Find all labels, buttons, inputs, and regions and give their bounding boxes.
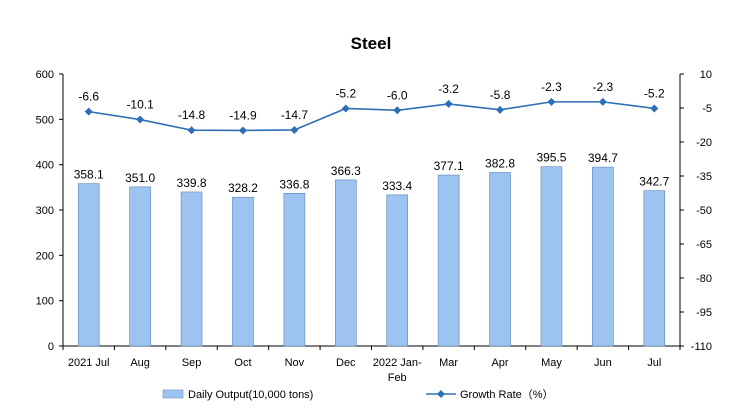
left-tick-label: 200 <box>36 250 54 262</box>
growth-rate-label: -3.2 <box>438 82 459 96</box>
right-tick-label: -65 <box>696 239 712 251</box>
growth-rate-label: -6.6 <box>78 90 99 104</box>
legend-swatch-daily-output <box>162 389 184 399</box>
right-tick-label: -80 <box>696 273 712 285</box>
daily-output-bar <box>129 186 151 347</box>
x-tick-label: Jul <box>647 357 661 369</box>
growth-rate-label: -14.7 <box>281 108 309 122</box>
growth-rate-marker <box>444 99 453 108</box>
daily-output-label: 328.2 <box>228 181 258 195</box>
legend-marker-growth-rate <box>437 390 445 398</box>
daily-output-bar <box>592 166 614 347</box>
daily-output-label: 342.7 <box>639 175 669 189</box>
daily-output-label: 377.1 <box>434 159 464 173</box>
growth-rate-marker <box>496 105 505 114</box>
x-tick-label: Sep <box>182 357 202 369</box>
daily-output-label: 366.3 <box>331 164 361 178</box>
x-tick-label: Mar <box>439 357 458 369</box>
growth-rate-label: -5.8 <box>490 88 511 102</box>
growth-rate-label: -2.3 <box>541 80 562 94</box>
daily-output-bar <box>283 193 306 347</box>
daily-output-label: 339.8 <box>177 176 207 190</box>
daily-output-bar <box>540 166 563 347</box>
growth-rate-line <box>88 101 655 132</box>
daily-output-label: 395.5 <box>536 151 566 165</box>
growth-rate-label: -5.2 <box>335 86 356 100</box>
growth-rate-marker <box>650 104 659 113</box>
right-tick-label: -110 <box>691 341 712 353</box>
daily-output-bar <box>232 196 254 347</box>
left-tick-label: 400 <box>36 160 54 172</box>
daily-output-bar <box>489 172 511 347</box>
growth-rate-marker <box>290 125 299 134</box>
growth-rate-label: -14.8 <box>178 108 206 122</box>
bar-series <box>77 166 666 347</box>
daily-output-bar <box>643 190 666 347</box>
x-tick-label: Apr <box>491 357 508 369</box>
x-tick-label: 2021 Jul <box>68 357 110 369</box>
daily-output-bar <box>180 191 203 347</box>
legend: Daily Output(10,000 tons) Growth Rate（%） <box>162 388 554 401</box>
growth-rate-label: -6.0 <box>387 88 408 102</box>
x-tick-label: Oct <box>234 357 251 369</box>
growth-rate-marker <box>598 97 607 106</box>
x-tick-label: Nov <box>285 357 305 369</box>
legend-label-growth-rate: Growth Rate（%） <box>460 388 554 401</box>
chart-title: Steel <box>351 34 392 53</box>
right-tick-label: -5 <box>702 103 712 115</box>
x-tick-label: Feb <box>388 372 407 384</box>
x-tick-label: Aug <box>130 357 150 369</box>
daily-output-label: 336.8 <box>279 177 309 191</box>
growth-rate-marker <box>393 106 402 115</box>
right-tick-label: 10 <box>700 69 712 81</box>
daily-output-bar <box>437 174 460 347</box>
daily-output-bar <box>334 179 357 347</box>
daily-output-label: 333.4 <box>382 179 412 193</box>
left-tick-label: 0 <box>48 341 54 353</box>
x-tick-label: Jun <box>594 357 612 369</box>
growth-rate-marker <box>84 107 93 116</box>
right-tick-label: -20 <box>696 137 712 149</box>
left-tick-label: 500 <box>36 114 54 126</box>
data-labels: 358.1 351.0 339.8 328.2 336.8 366.3 333.4 377.1… <box>74 80 670 195</box>
growth-rate-label: -5.2 <box>644 86 665 100</box>
left-tick-label: 600 <box>36 69 54 81</box>
growth-rate-label: -14.9 <box>229 108 257 122</box>
daily-output-bar <box>77 183 100 347</box>
right-tick-label: -50 <box>696 205 712 217</box>
growth-rate-marker <box>341 104 350 113</box>
left-tick-label: 100 <box>36 296 54 308</box>
growth-rate-marker <box>136 115 145 124</box>
x-tick-label: 2022 Jan- <box>373 357 422 369</box>
daily-output-label: 351.0 <box>125 171 155 185</box>
growth-rate-marker <box>238 126 247 135</box>
left-tick-label: 300 <box>36 205 54 217</box>
growth-rate-label: -2.3 <box>593 80 614 94</box>
right-tick-label: -35 <box>696 171 712 183</box>
growth-rate-label: -10.1 <box>126 98 154 112</box>
right-tick-label: -95 <box>696 307 712 319</box>
growth-rate-series <box>84 97 659 135</box>
daily-output-label: 358.1 <box>74 168 104 182</box>
axes: 0 100 200 300 400 500 600 10 -5 -20 -35 -50 -65 -80 -9… <box>36 69 712 384</box>
daily-output-label: 382.8 <box>485 156 515 170</box>
legend-label-daily-output: Daily Output(10,000 tons) <box>188 389 313 401</box>
x-tick-label: May <box>541 357 562 369</box>
daily-output-label: 394.7 <box>588 151 618 165</box>
x-tick-label: Dec <box>336 357 356 369</box>
growth-rate-marker <box>187 126 196 135</box>
growth-rate-marker <box>547 97 556 106</box>
daily-output-bar <box>386 194 409 347</box>
